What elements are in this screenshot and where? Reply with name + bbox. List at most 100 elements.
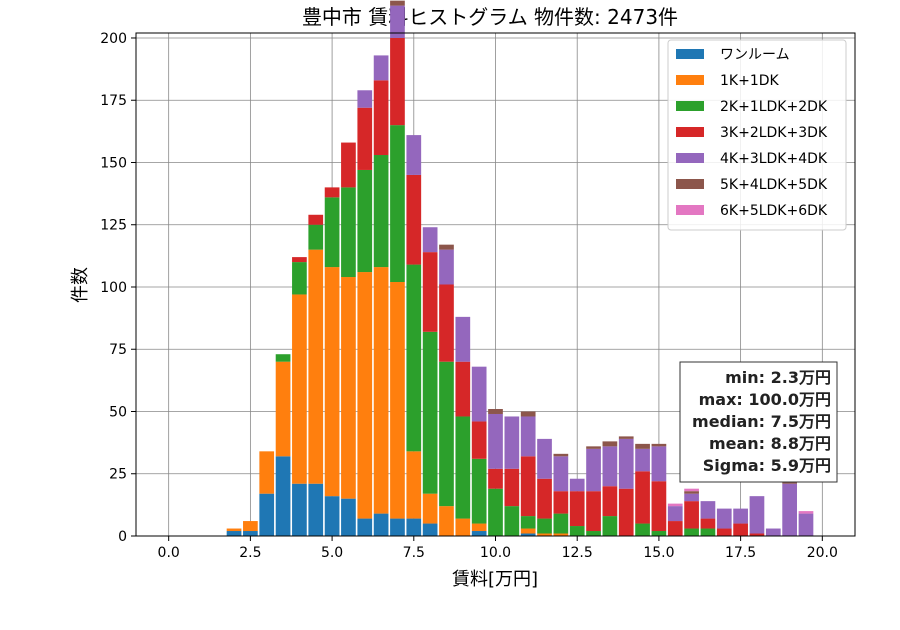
legend-label: 5K+4LDK+5DK (720, 177, 828, 193)
legend-label: 3K+2LDK+3DK (720, 125, 828, 141)
bar-segment (716, 528, 732, 536)
y-tick-label: 75 (109, 342, 127, 358)
bar-segment (390, 0, 405, 6)
bar-segment (733, 508, 748, 524)
bar-segment (308, 214, 324, 225)
bar-segment (259, 493, 275, 536)
bar-segment (667, 506, 683, 522)
bar-segment (553, 491, 569, 514)
bar-segment (651, 446, 667, 482)
x-tick-label: 17.5 (725, 545, 756, 561)
bar-segment (749, 496, 765, 534)
bar-segment (390, 5, 405, 38)
bar-segment (716, 508, 732, 529)
bar-segment (275, 456, 291, 536)
bar-segment (553, 453, 569, 457)
x-tick-label: 7.5 (403, 545, 425, 561)
bar-segment (439, 284, 454, 362)
bar-segment (537, 533, 552, 536)
bar-segment (537, 518, 552, 534)
bar-segment (537, 478, 552, 519)
bar-segment (537, 438, 552, 479)
bar-segment (341, 187, 356, 278)
x-axis-ticks: 0.0 2.5 5.0 7.5 10.0 12.5 15.0 17.5 20.0 (158, 536, 838, 561)
bar-segment (324, 267, 340, 497)
x-tick-label: 20.0 (807, 545, 838, 561)
bar-segment (782, 483, 797, 536)
bar-segment (292, 483, 307, 536)
bar-segment (651, 481, 667, 532)
bar-segment (455, 518, 471, 536)
bar-segment (439, 249, 454, 285)
bar-segment (341, 277, 356, 499)
y-tick-label: 100 (100, 280, 127, 296)
bar-segment (684, 528, 699, 536)
bar-segment (635, 443, 650, 449)
bar-segment (667, 521, 683, 536)
bar-segment (471, 366, 487, 422)
bar-segment (488, 409, 503, 414)
bar-segment (422, 331, 438, 494)
bar-segment (226, 531, 242, 536)
bar-segment (488, 468, 503, 489)
bar-segment (569, 491, 585, 527)
stats-line: min: 2.3万円 (725, 368, 831, 387)
bar-segment (292, 257, 307, 263)
bar-segment (422, 227, 438, 253)
bar-segment (618, 438, 634, 489)
bar-segment (520, 533, 536, 536)
y-axis-label: 件数 (70, 267, 91, 303)
bar-segment (798, 511, 814, 514)
bar-segment (618, 436, 634, 439)
x-axis-label: 賃料[万円] (452, 569, 538, 590)
bar-segment (586, 448, 601, 492)
bar-segment (357, 272, 373, 519)
legend-label: ワンルーム (720, 47, 790, 63)
bar-segment (357, 169, 373, 273)
bar-segment (373, 155, 389, 268)
bar-segment (504, 468, 520, 507)
legend-label: 2K+1LDK+2DK (720, 99, 828, 115)
x-tick-label: 12.5 (562, 545, 593, 561)
bar-segment (341, 498, 356, 536)
bar-segment (406, 451, 422, 519)
bar-segment (471, 458, 487, 524)
bar-segment (488, 488, 503, 536)
legend-swatch (676, 101, 704, 111)
y-tick-label: 125 (100, 218, 127, 234)
bar-segment (569, 478, 585, 492)
legend-swatch (676, 75, 704, 85)
bar-segment (667, 503, 683, 507)
chart-title: 豊中市 賃料ヒストグラム 物件数: 2473件 (302, 5, 678, 29)
legend-label: 1K+1DK (720, 73, 780, 89)
x-tick-label: 2.5 (239, 545, 261, 561)
bar-segment (602, 441, 618, 447)
bar-segment (684, 501, 699, 529)
bar-segment (308, 224, 324, 250)
bar-segment (324, 197, 340, 268)
bar-segment (439, 244, 454, 250)
bar-segment (406, 264, 422, 452)
x-tick-label: 10.0 (480, 545, 511, 561)
bar-segment (390, 37, 405, 126)
bar-segment (422, 523, 438, 536)
stats-line: mean: 8.8万円 (709, 434, 831, 453)
bar-segment (684, 493, 699, 502)
bar-segment (324, 496, 340, 536)
x-tick-label: 0.0 (158, 545, 180, 561)
bar-segment (406, 174, 422, 265)
bar-segment (471, 421, 487, 459)
bar-segment (651, 531, 667, 536)
bar-segment (243, 531, 258, 536)
bar-segment (324, 187, 340, 198)
bar-segment (520, 456, 536, 517)
legend: ワンルーム 1K+1DK 2K+1LDK+2DK 3K+2LDK+3DK 4K+3LDK… (667, 39, 847, 231)
bar-segment (357, 518, 373, 536)
bar-segment (504, 416, 520, 469)
legend-label: 4K+3LDK+4DK (720, 151, 828, 167)
bar-segment (553, 513, 569, 534)
bar-segment (635, 471, 650, 524)
bar-segment (651, 443, 667, 447)
bar-segment (308, 483, 324, 536)
